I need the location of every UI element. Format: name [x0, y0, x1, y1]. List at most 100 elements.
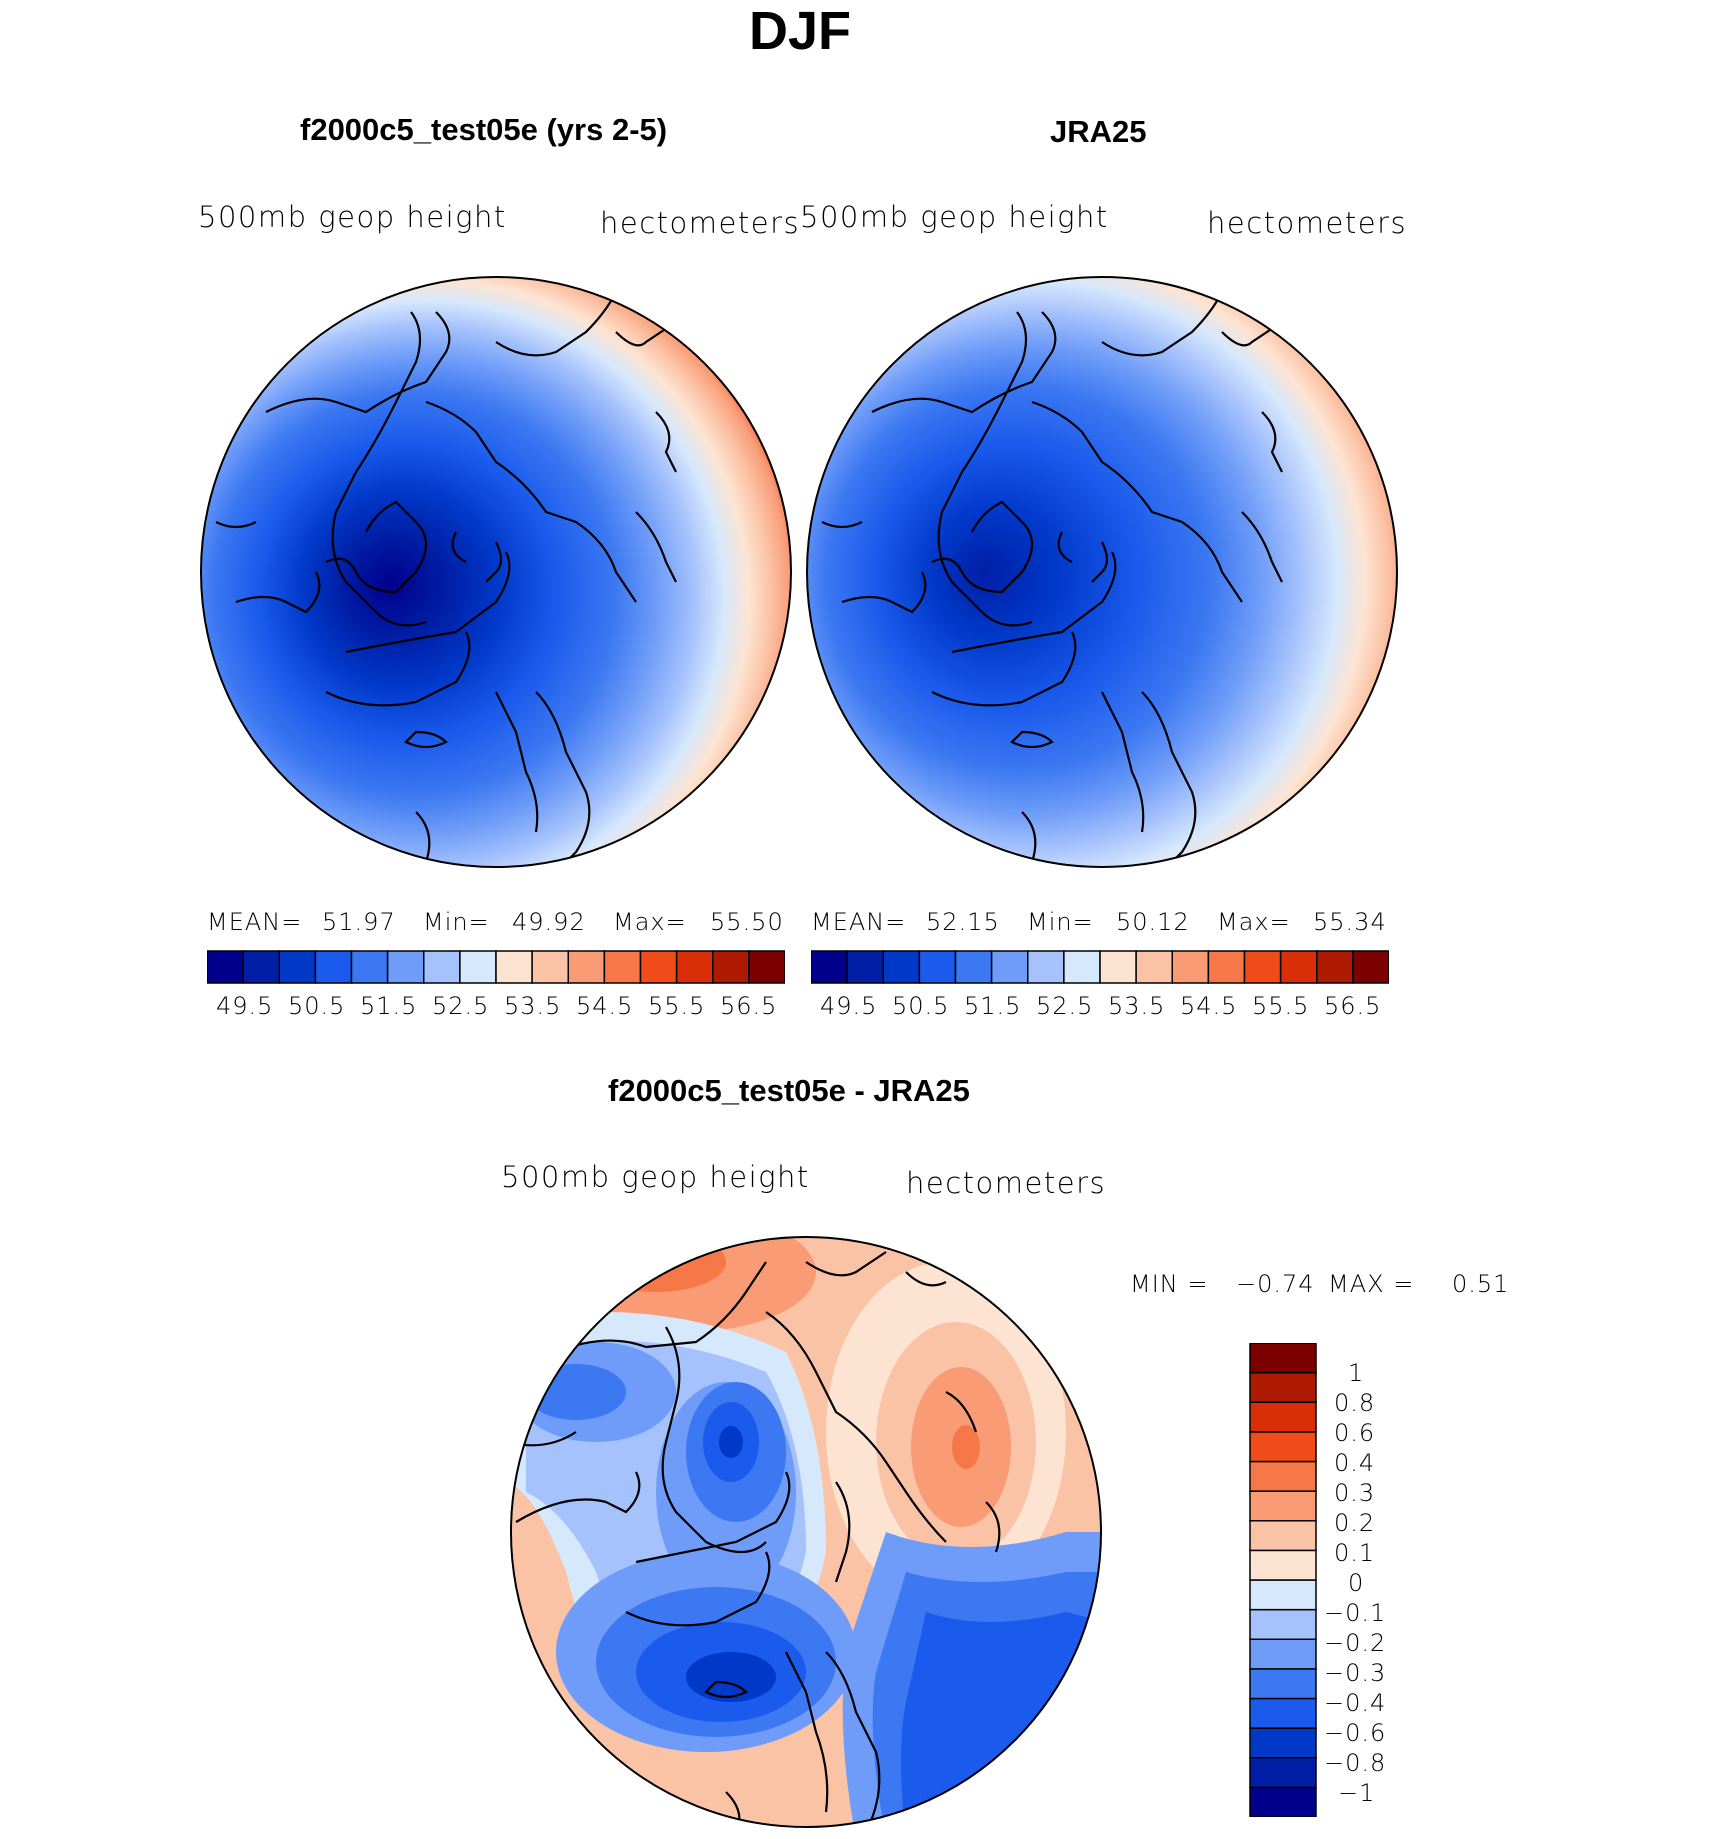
panel1-variable-label: 500mb geop height — [198, 200, 507, 234]
panel1-tick: 56.5 — [720, 992, 778, 1020]
colorbar-swatch — [1249, 1401, 1317, 1433]
colorbar-swatch — [846, 950, 885, 984]
colorbar-swatch — [1249, 1757, 1317, 1789]
colorbar-swatch — [1249, 1697, 1317, 1729]
colorbar-swatch — [350, 950, 389, 984]
panel2-mean-label: MEAN= — [811, 908, 907, 936]
colorbar-swatch — [1249, 1371, 1317, 1404]
panel1-mean-label: MEAN= — [207, 908, 303, 936]
panel3-tick: −0.2 — [1324, 1629, 1387, 1657]
panel1-tick: 50.5 — [288, 992, 346, 1020]
panel3-colorbar-ticks: 1 0.8 0.6 0.4 0.3 0.2 0.1 0 −0.1 −0.2 −0… — [1324, 1343, 1444, 1823]
panel3-tick: 0.1 — [1334, 1539, 1376, 1567]
panel2-tick: 51.5 — [964, 992, 1022, 1020]
colorbar-swatch — [748, 950, 785, 984]
panel1-tick: 51.5 — [360, 992, 418, 1020]
panel2-tick: 52.5 — [1036, 992, 1094, 1020]
panel2-colorbar — [811, 950, 1389, 984]
panel2-units-label: hectometers — [1207, 206, 1408, 240]
panel1-max-label: Max= — [613, 908, 687, 936]
colorbar-swatch — [1249, 1460, 1317, 1492]
panel2-max-value: 55.34 — [1313, 908, 1387, 936]
colorbar-swatch — [423, 950, 461, 984]
colorbar-swatch — [954, 950, 993, 984]
colorbar-swatch — [1249, 1638, 1317, 1670]
panel1-tick: 55.5 — [648, 992, 706, 1020]
panel1-tick: 49.5 — [216, 992, 274, 1020]
panel3-tick: 0.2 — [1334, 1509, 1376, 1537]
colorbar-swatch — [990, 950, 1029, 984]
panel3-min-value: −0.74 — [1236, 1270, 1315, 1298]
panel2-min-value: 50.12 — [1116, 908, 1190, 936]
panel2-tick: 50.5 — [892, 992, 950, 1020]
colorbar-swatch — [712, 950, 750, 984]
panel2-map-border — [806, 276, 1398, 868]
panel3-tick: −0.8 — [1324, 1749, 1387, 1777]
panel1-min-value: 49.92 — [512, 908, 586, 936]
panel1-mean-value: 51.97 — [322, 908, 396, 936]
panel2-min-label: Min= — [1027, 908, 1094, 936]
colorbar-swatch — [1249, 1668, 1317, 1700]
panel3-units-label: hectometers — [906, 1166, 1107, 1200]
panel2-variable-label: 500mb geop height — [800, 200, 1109, 234]
colorbar-swatch — [1249, 1727, 1317, 1759]
colorbar-swatch — [1249, 1431, 1317, 1463]
colorbar-swatch — [1249, 1343, 1317, 1374]
panel2-map — [806, 276, 1398, 868]
panel1-map-border — [200, 276, 792, 868]
panel1-min-label: Min= — [423, 908, 490, 936]
colorbar-swatch — [1027, 950, 1065, 984]
panel2-tick: 56.5 — [1324, 992, 1382, 1020]
colorbar-swatch — [603, 950, 642, 984]
panel2-tick: 53.5 — [1108, 992, 1166, 1020]
panel3-max-value: 0.51 — [1452, 1270, 1510, 1298]
colorbar-swatch — [811, 950, 848, 984]
panel1-tick: 54.5 — [576, 992, 634, 1020]
colorbar-swatch — [1249, 1549, 1317, 1581]
colorbar-swatch — [1243, 950, 1282, 984]
colorbar-swatch — [639, 950, 678, 984]
colorbar-swatch — [1249, 1490, 1317, 1522]
panel2-mean-value: 52.15 — [926, 908, 1000, 936]
panel2-tick: 55.5 — [1252, 992, 1310, 1020]
colorbar-swatch — [1279, 950, 1318, 984]
colorbar-swatch — [531, 950, 570, 984]
panel3-tick: 0.6 — [1334, 1419, 1376, 1447]
panel1-tick: 53.5 — [504, 992, 562, 1020]
panel1-coastlines — [215, 291, 677, 867]
colorbar-swatch — [386, 950, 425, 984]
panel1-units-label: hectometers — [600, 206, 801, 240]
panel1-colorbar-ticks: 49.5 50.5 51.5 52.5 53.5 54.5 55.5 56.5 — [207, 992, 807, 1022]
panel3-title: f2000c5_test05e - JRA25 — [608, 1073, 970, 1108]
panel3-tick: 0.3 — [1334, 1479, 1376, 1507]
panel1-title: f2000c5_test05e (yrs 2-5) — [300, 112, 668, 147]
colorbar-swatch — [278, 950, 317, 984]
panel2-coastlines — [821, 291, 1283, 867]
panel3-colorbar — [1249, 1343, 1317, 1817]
panel3-tick: −1 — [1338, 1779, 1376, 1807]
panel3-tick: −0.6 — [1324, 1719, 1387, 1747]
panel3-variable-label: 500mb geop height — [501, 1160, 810, 1194]
colorbar-swatch — [495, 950, 533, 984]
panel1-colorbar — [207, 950, 785, 984]
panel3-tick: 0.4 — [1334, 1449, 1376, 1477]
panel2-tick: 49.5 — [820, 992, 878, 1020]
panel1-max-value: 55.50 — [710, 908, 784, 936]
colorbar-swatch — [918, 950, 957, 984]
colorbar-swatch — [1063, 950, 1101, 984]
colorbar-swatch — [207, 950, 244, 984]
panel2-tick: 54.5 — [1180, 992, 1238, 1020]
colorbar-swatch — [242, 950, 281, 984]
colorbar-swatch — [1249, 1786, 1317, 1817]
colorbar-swatch — [1135, 950, 1174, 984]
panel3-map — [510, 1236, 1102, 1828]
panel3-coastlines — [511, 1251, 1001, 1827]
panel3-tick: −0.1 — [1324, 1599, 1387, 1627]
colorbar-swatch — [1316, 950, 1354, 984]
colorbar-swatch — [882, 950, 921, 984]
colorbar-swatch — [1099, 950, 1137, 984]
colorbar-swatch — [1207, 950, 1246, 984]
panel3-map-border — [510, 1236, 1102, 1828]
colorbar-swatch — [675, 950, 714, 984]
figure-title: DJF — [748, 1, 851, 61]
